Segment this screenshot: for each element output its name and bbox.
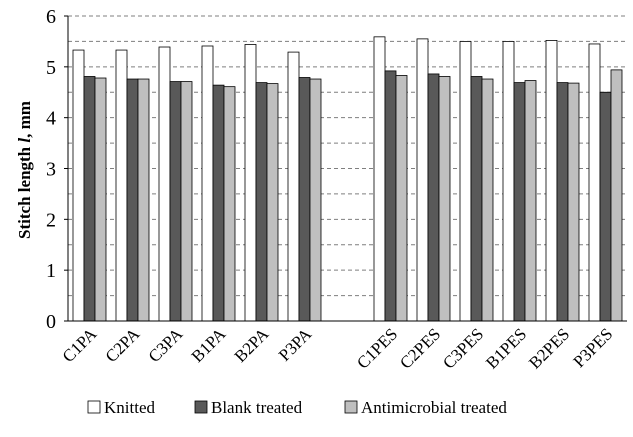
x-tick-label: C3PA: [145, 324, 187, 366]
y-tick-label: 2: [46, 209, 56, 231]
gridlines: [68, 15, 627, 297]
x-tick-labels: C1PA C2PA C3PA B1PA B2PA P3PA C1PESC2PESC3PESB…: [59, 324, 617, 373]
bar-antimicrobial-treated: [481, 78, 494, 322]
bar-blank-treated: [298, 77, 311, 322]
bar-blank-treated: [126, 78, 139, 322]
axes: [64, 15, 627, 322]
bar-knitted: [287, 51, 300, 322]
x-tick-label: B2PES: [525, 324, 573, 372]
x-tick-label: C1PA: [59, 324, 101, 366]
bar-knitted: [72, 49, 85, 322]
x-tick-label: P3PA: [275, 324, 316, 365]
bar-blank-treated: [513, 82, 526, 322]
x-tick-label: B1PA: [188, 324, 230, 366]
y-axis-label-suffix: , mm: [15, 101, 34, 138]
bar-knitted: [416, 38, 429, 322]
y-tick-label: 0: [46, 311, 56, 333]
x-tick-label: B2PA: [231, 324, 273, 366]
bar-blank-treated: [427, 73, 440, 322]
bar-blank-treated: [83, 76, 96, 322]
bars: [72, 36, 623, 322]
y-tick-label: 1: [46, 260, 56, 282]
bar-antimicrobial-treated: [137, 78, 150, 322]
bar-antimicrobial-treated: [94, 77, 107, 322]
y-axis-label-symbol: l: [15, 138, 34, 143]
x-tick-label: C1PES: [353, 324, 401, 372]
y-axis-label: Stitch length l, mm: [15, 101, 34, 239]
legend-swatch: [194, 400, 208, 414]
bar-antimicrobial-treated: [266, 83, 279, 322]
bar-antimicrobial-treated: [438, 76, 451, 322]
bar-antimicrobial-treated: [610, 69, 623, 322]
bar-antimicrobial-treated: [309, 78, 322, 322]
bar-knitted: [459, 41, 472, 322]
bar-knitted: [158, 46, 171, 322]
y-tick-label: 3: [46, 159, 56, 181]
legend-label: Blank treated: [211, 398, 303, 417]
y-tick-label: 6: [46, 6, 56, 28]
bar-knitted: [115, 49, 128, 322]
bar-knitted: [244, 44, 257, 322]
bar-knitted: [502, 41, 515, 322]
bar-blank-treated: [169, 81, 182, 322]
bar-knitted: [588, 43, 601, 322]
legend-swatch: [87, 400, 101, 414]
bar-blank-treated: [255, 82, 268, 322]
legend: Knitted Blank treated Antimicrobial treate…: [87, 398, 507, 417]
legend-swatch: [344, 400, 358, 414]
x-tick-label: B1PES: [482, 324, 530, 372]
bar-blank-treated: [599, 91, 612, 322]
bar-antimicrobial-treated: [395, 75, 408, 322]
x-tick-label: C2PES: [396, 324, 444, 372]
bar-blank-treated: [384, 70, 397, 322]
x-tick-label: P3PES: [569, 324, 616, 371]
bar-antimicrobial-treated: [180, 81, 193, 322]
bar-knitted: [201, 45, 214, 322]
bar-knitted: [373, 36, 386, 322]
y-axis-label-prefix: Stitch length: [15, 143, 34, 239]
bar-antimicrobial-treated: [223, 86, 236, 322]
legend-label: Antimicrobial treated: [361, 398, 507, 417]
x-tick-label: C3PES: [439, 324, 487, 372]
bar-blank-treated: [556, 82, 569, 322]
y-tick-label: 4: [46, 108, 56, 130]
legend-label: Knitted: [104, 398, 155, 417]
bar-knitted: [545, 40, 558, 322]
y-tick-labels: 0 1 2 3 4 5 6: [46, 6, 56, 333]
bar-antimicrobial-treated: [567, 82, 580, 322]
x-tick-label: C2PA: [102, 324, 144, 366]
bar-blank-treated: [212, 84, 225, 322]
bar-blank-treated: [470, 76, 483, 322]
bar-antimicrobial-treated: [524, 80, 537, 322]
y-tick-label: 5: [46, 57, 56, 79]
